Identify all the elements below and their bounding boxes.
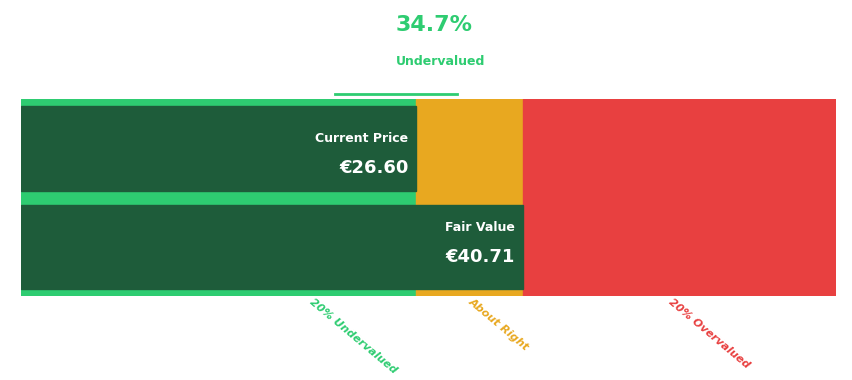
Text: 20% Undervalued: 20% Undervalued — [308, 296, 399, 375]
Text: Fair Value: Fair Value — [445, 221, 515, 234]
Text: 34.7%: 34.7% — [395, 15, 473, 35]
Bar — [21, 99, 416, 296]
Bar — [21, 204, 522, 290]
Text: Current Price: Current Price — [314, 132, 408, 145]
Bar — [522, 99, 835, 296]
Text: Undervalued: Undervalued — [395, 55, 485, 68]
Text: 20% Overvalued: 20% Overvalued — [665, 296, 751, 370]
Bar — [21, 106, 416, 191]
Text: About Right: About Right — [466, 296, 530, 352]
Text: €40.71: €40.71 — [445, 248, 515, 266]
Text: €26.60: €26.60 — [338, 159, 408, 177]
Bar — [416, 99, 522, 296]
